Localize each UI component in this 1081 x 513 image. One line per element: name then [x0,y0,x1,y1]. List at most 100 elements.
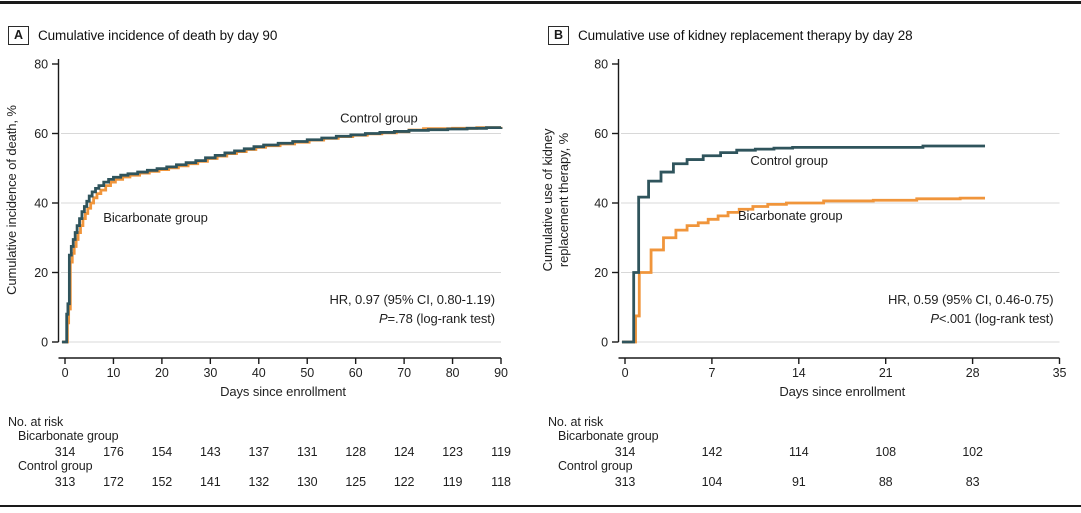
y-axis: 0 20 40 60 80 Cumulative incidence of death, … [4,58,60,350]
risk-count: 119 [443,475,463,489]
risk-count: 91 [792,475,806,489]
risk-count: 172 [103,475,124,489]
panel-a-header: A Cumulative incidence of death by day 9… [8,26,277,45]
risk-table-header: No. at risk [8,415,64,429]
risk-count: 130 [297,475,318,489]
risk-count: 83 [966,475,980,489]
x-tick-label: 20 [155,366,169,380]
x-axis-title: Days since enrollment [779,384,905,399]
p-value-text: P=.78 (log-rank test) [379,311,495,326]
y-tick-label: 80 [34,58,48,72]
y-tick-label: 40 [34,197,48,211]
x-tick-label: 90 [494,366,508,380]
top-rule [0,1,1081,4]
curve-control-group [62,126,503,344]
risk-count: 124 [394,445,415,459]
y-tick-label: 0 [41,336,48,350]
panel-a-title: Cumulative incidence of death by day 90 [38,28,278,43]
x-tick-label: 21 [879,366,893,380]
risk-count: 125 [345,475,366,489]
y-tick-label: 60 [594,127,608,141]
risk-count: 154 [152,445,173,459]
risk-count: 118 [491,475,511,489]
y-tick-label: 60 [34,127,48,141]
bicarbonate-group-label: Bicarbonate group [738,208,843,223]
x-axis: 0 7 14 21 28 35 Days since enrollment [618,357,1067,399]
y-axis-title: Cumulative incidence of death, % [4,105,19,295]
risk-group-name-bicarbonate-group: Bicarbonate group [18,429,119,443]
y-axis: 0 20 40 60 80 Cumulative use of kidney replace… [540,58,620,350]
risk-table-header: No. at risk [548,415,604,429]
risk-count: 104 [702,475,723,489]
x-tick-label: 50 [300,366,314,380]
panel-b-letter: B [548,26,569,45]
risk-count: 119 [491,445,511,459]
curve-control-group [622,144,986,344]
risk-count: 102 [962,445,983,459]
risk-count: 152 [152,475,173,489]
y-tick-label: 20 [34,266,48,280]
risk-count: 128 [345,445,366,459]
gridlines [621,133,1060,343]
risk-count: 142 [702,445,723,459]
x-tick-label: 0 [622,366,629,380]
risk-count: 122 [394,475,415,489]
risk-count: 88 [879,475,893,489]
risk-group-name-control-group: Control group [18,459,93,473]
control-group-label: Control group [750,153,827,168]
bottom-rule [0,505,1081,507]
series-labels: Bicarbonate group Control group [738,153,843,223]
curves [62,126,503,344]
hr-text: HR, 0.59 (95% CI, 0.46-0.75) [888,292,1054,307]
panel-a-letter: A [8,26,29,45]
risk-count: 143 [200,445,221,459]
x-axis: 0 10 20 30 40 50 60 70 80 90 Days since enrollment [58,357,508,399]
x-tick-label: 28 [966,366,980,380]
risk-count: 314 [615,445,636,459]
risk-count: 176 [103,445,124,459]
risk-count: 313 [55,475,76,489]
panel-b: B Cumulative use of kidney replacement t… [540,0,1081,513]
x-tick-label: 60 [349,366,363,380]
risk-count: 114 [789,445,809,459]
panel-b-chart: 0 20 40 60 80 Cumulative use of kidney replace… [540,58,1067,490]
x-tick-label: 14 [792,366,806,380]
panel-b-title: Cumulative use of kidney replacement the… [578,28,913,43]
risk-count: 313 [615,475,636,489]
annotation: HR, 0.59 (95% CI, 0.46-0.75) P<.001 (log-… [888,292,1054,326]
y-tick-label: 80 [594,58,608,72]
series-labels: Bicarbonate group Control group [103,110,417,225]
bicarbonate-group-label: Bicarbonate group [103,210,208,225]
curve-bicarbonate-group [622,196,986,344]
x-tick-label: 10 [107,366,121,380]
risk-group-name-bicarbonate-group: Bicarbonate group [558,429,659,443]
x-tick-label: 7 [708,366,715,380]
y-axis-title: Cumulative use of kidney [540,128,555,271]
x-tick-label: 40 [252,366,266,380]
annotation: HR, 0.97 (95% CI, 0.80-1.19) P=.78 (log-r… [329,292,495,326]
x-tick-label: 70 [397,366,411,380]
y-tick-label: 0 [601,336,608,350]
risk-count: 132 [248,475,269,489]
p-value-text: P<.001 (log-rank test) [930,311,1053,326]
control-group-label: Control group [340,110,417,125]
hr-text: HR, 0.97 (95% CI, 0.80-1.19) [329,292,495,307]
risk-count: 108 [875,445,896,459]
risk-group-name-control-group: Control group [558,459,633,473]
x-tick-label: 35 [1053,366,1067,380]
risk-count: 131 [297,445,318,459]
x-tick-label: 30 [203,366,217,380]
x-axis-title: Days since enrollment [220,384,346,399]
panel-a: A Cumulative incidence of death by day 9… [0,0,540,513]
y-tick-label: 20 [594,266,608,280]
gridlines [61,133,501,343]
curves [622,144,986,344]
risk-count: 314 [55,445,76,459]
x-tick-label: 80 [446,366,460,380]
panel-b-header: B Cumulative use of kidney replacement t… [548,26,913,45]
curve-bicarbonate-group [62,126,503,344]
risk-count: 141 [200,475,221,489]
